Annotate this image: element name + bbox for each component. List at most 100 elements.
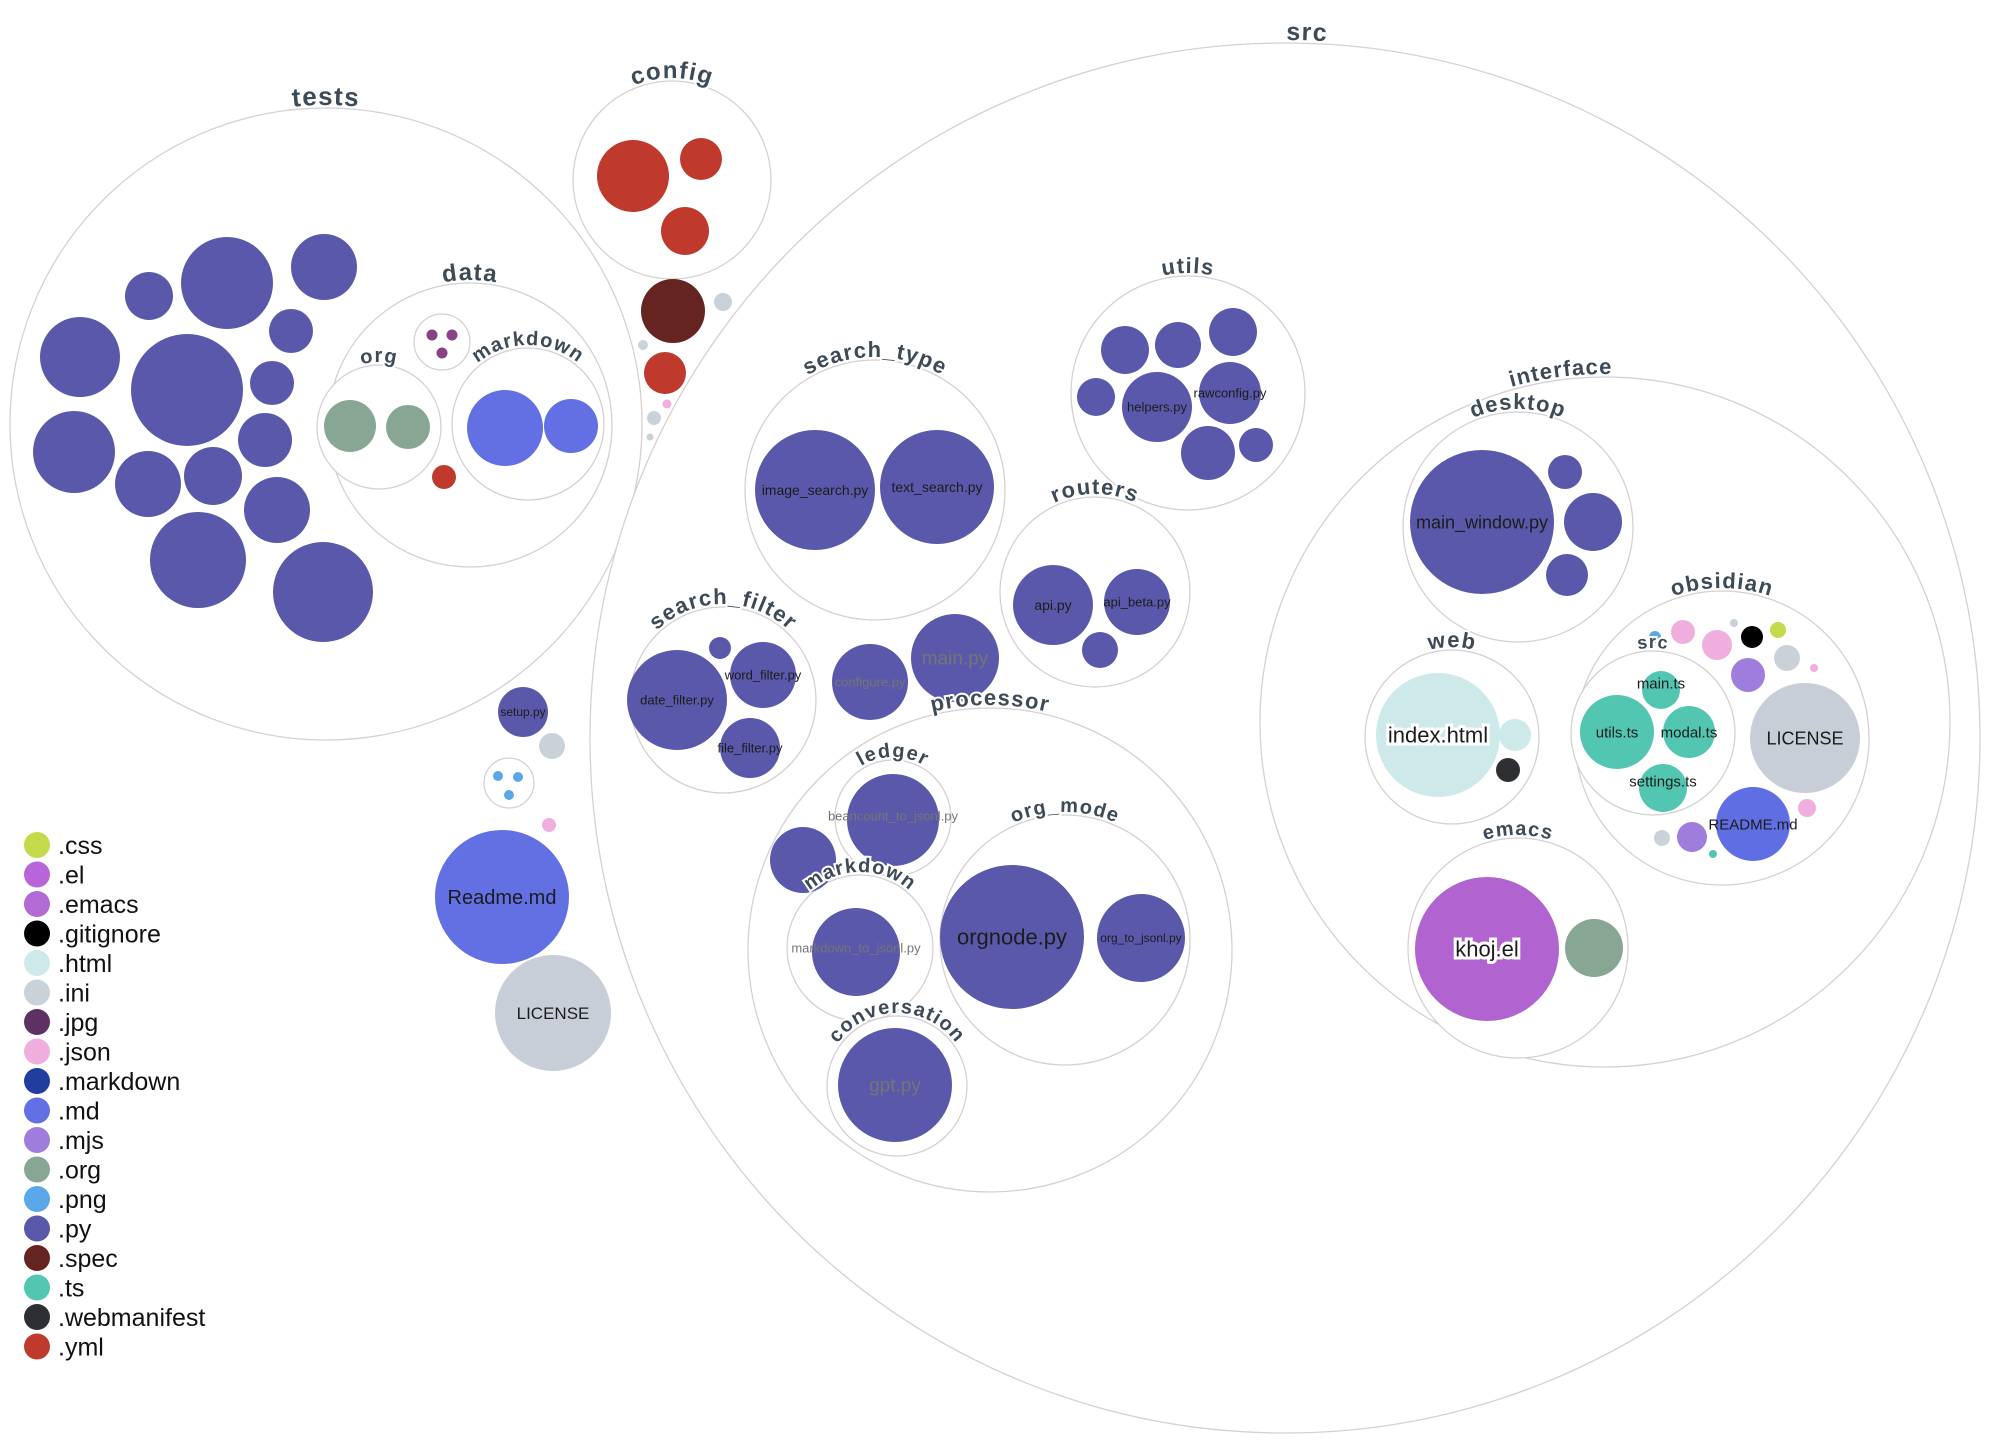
- file-circle: [714, 293, 732, 311]
- file-circle-text_search.py: [880, 430, 994, 544]
- legend-label-ini: .ini: [58, 980, 90, 1008]
- legend-label-gitignore: .gitignore: [58, 921, 161, 949]
- file-circle: [1209, 308, 1257, 356]
- file-circle: [770, 827, 836, 893]
- folder-label-src: src: [1286, 18, 1328, 47]
- folder-label-data: data: [440, 259, 499, 288]
- legend-label-html: .html: [58, 950, 112, 978]
- legend-label-jpg: .jpg: [58, 1009, 98, 1037]
- file-circle: [1709, 850, 1717, 858]
- file-label-configure.py: configure.py: [835, 675, 906, 690]
- legend-dot-markdown: [24, 1068, 50, 1094]
- file-circle-utils.ts: [1580, 695, 1654, 769]
- legend-dot-json: [24, 1038, 50, 1065]
- legend-dot-yml: [24, 1333, 50, 1360]
- file-circle: [125, 272, 173, 320]
- file-label-LICENSE: LICENSE: [1766, 728, 1843, 748]
- folder-label-web: web: [1425, 627, 1479, 655]
- file-circle: [504, 790, 514, 800]
- legend-label-webmanifest: .webmanifest: [58, 1304, 205, 1332]
- file-circle: [1077, 378, 1115, 416]
- legend-dot-png: [24, 1186, 50, 1212]
- file-circle-image_search.py: [755, 430, 875, 550]
- file-label-file_filter.py: file_filter.py: [717, 741, 783, 756]
- file-label-main_window.py: main_window.py: [1416, 512, 1548, 533]
- file-label-utils.ts: utils.ts: [1596, 724, 1639, 741]
- file-circle: [1731, 658, 1765, 692]
- file-circle: [646, 433, 654, 441]
- legend-dot-jpg: [24, 1009, 50, 1035]
- legend-label-css: .css: [58, 832, 102, 860]
- legend-label-md: .md: [58, 1098, 100, 1126]
- file-circle-settings.ts: [1639, 764, 1687, 812]
- file-circle: [542, 818, 556, 832]
- file-label-beancount_to_jsonl.py: beancount_to_jsonl.py: [828, 809, 959, 824]
- legend-dot-org: [24, 1156, 50, 1183]
- legend-label-json: .json: [58, 1039, 111, 1067]
- legend-label-yml: .yml: [58, 1334, 104, 1362]
- file-circle: [1181, 426, 1235, 480]
- extension-legend: .css.el.emacs.gitignore.html.ini.jpg.jso…: [24, 832, 205, 1362]
- file-circle: [238, 413, 292, 467]
- file-circle: [539, 733, 565, 759]
- file-circle-main_window.py: [1410, 450, 1554, 594]
- file-circle-LICENSE: [495, 955, 611, 1071]
- file-circle: [597, 140, 669, 212]
- file-label-api_beta.py: api_beta.py: [1103, 595, 1171, 610]
- file-label-rawconfig.py: rawconfig.py: [1194, 386, 1267, 401]
- file-circle: [493, 771, 503, 781]
- legend-label-org: .org: [58, 1157, 101, 1185]
- legend-label-markdown: .markdown: [58, 1068, 180, 1096]
- file-circle-orgnode.py: [940, 865, 1084, 1009]
- file-circle: [40, 317, 120, 397]
- legend-dot-css: [24, 832, 50, 858]
- file-circle: [1770, 622, 1786, 638]
- file-label-image_search.py: image_search.py: [762, 482, 869, 498]
- file-circle: [1239, 428, 1273, 462]
- file-circle: [1101, 326, 1149, 374]
- file-circle: [181, 237, 273, 329]
- file-label-date_filter.py: date_filter.py: [640, 693, 714, 708]
- legend-label-spec: .spec: [58, 1245, 118, 1273]
- file-circle: [1730, 619, 1738, 627]
- file-circle-gpt.py: [838, 1028, 952, 1142]
- file-circle: [324, 400, 376, 452]
- file-circle: [244, 477, 310, 543]
- file-circle: [426, 329, 438, 341]
- folder-label-org: org: [358, 345, 399, 369]
- file-circle-configure.py: [832, 644, 908, 720]
- file-circle-rawconfig.py: [1199, 362, 1261, 424]
- file-label-main.ts: main.ts: [1637, 675, 1685, 692]
- file-label-settings.ts: settings.ts: [1629, 773, 1697, 790]
- file-circle-markdown_to_jsonl.py: [812, 908, 900, 996]
- file-circle-modal.ts: [1663, 706, 1715, 758]
- file-circle: [150, 512, 246, 608]
- file-circle: [1649, 631, 1661, 643]
- file-circle: [662, 399, 672, 409]
- file-label-README.md: README.md: [1708, 816, 1797, 833]
- legend-dot-ini: [24, 979, 50, 1006]
- file-label-index.html: index.html: [1388, 723, 1488, 748]
- file-circle: [1677, 822, 1707, 852]
- file-circle: [1499, 719, 1531, 751]
- file-circle-api_beta.py: [1104, 569, 1170, 635]
- file-circle: [641, 279, 705, 343]
- file-label-org_to_jsonl.py: org_to_jsonl.py: [1100, 931, 1181, 945]
- file-circle-beancount_to_jsonl.py: [847, 774, 939, 866]
- file-circle: [513, 772, 523, 782]
- legend-label-py: .py: [58, 1216, 92, 1244]
- file-circles-layer: [33, 138, 1860, 1142]
- file-label-setup.py: setup.py: [500, 705, 545, 719]
- legend-dot-spec: [24, 1245, 50, 1271]
- folder-circle-config: [572, 80, 772, 280]
- file-circle-index.html: [1376, 673, 1500, 797]
- file-circle-helpers.py: [1122, 372, 1192, 442]
- file-circle: [1546, 554, 1588, 596]
- folder-circle-org: [316, 364, 442, 490]
- file-circle-README.md: [1716, 787, 1790, 861]
- file-circle-api.py: [1013, 565, 1093, 645]
- file-label-modal.ts: modal.ts: [1661, 724, 1718, 741]
- legend-dot-ts: [24, 1274, 50, 1301]
- file-circle-main.ts: [1642, 671, 1680, 709]
